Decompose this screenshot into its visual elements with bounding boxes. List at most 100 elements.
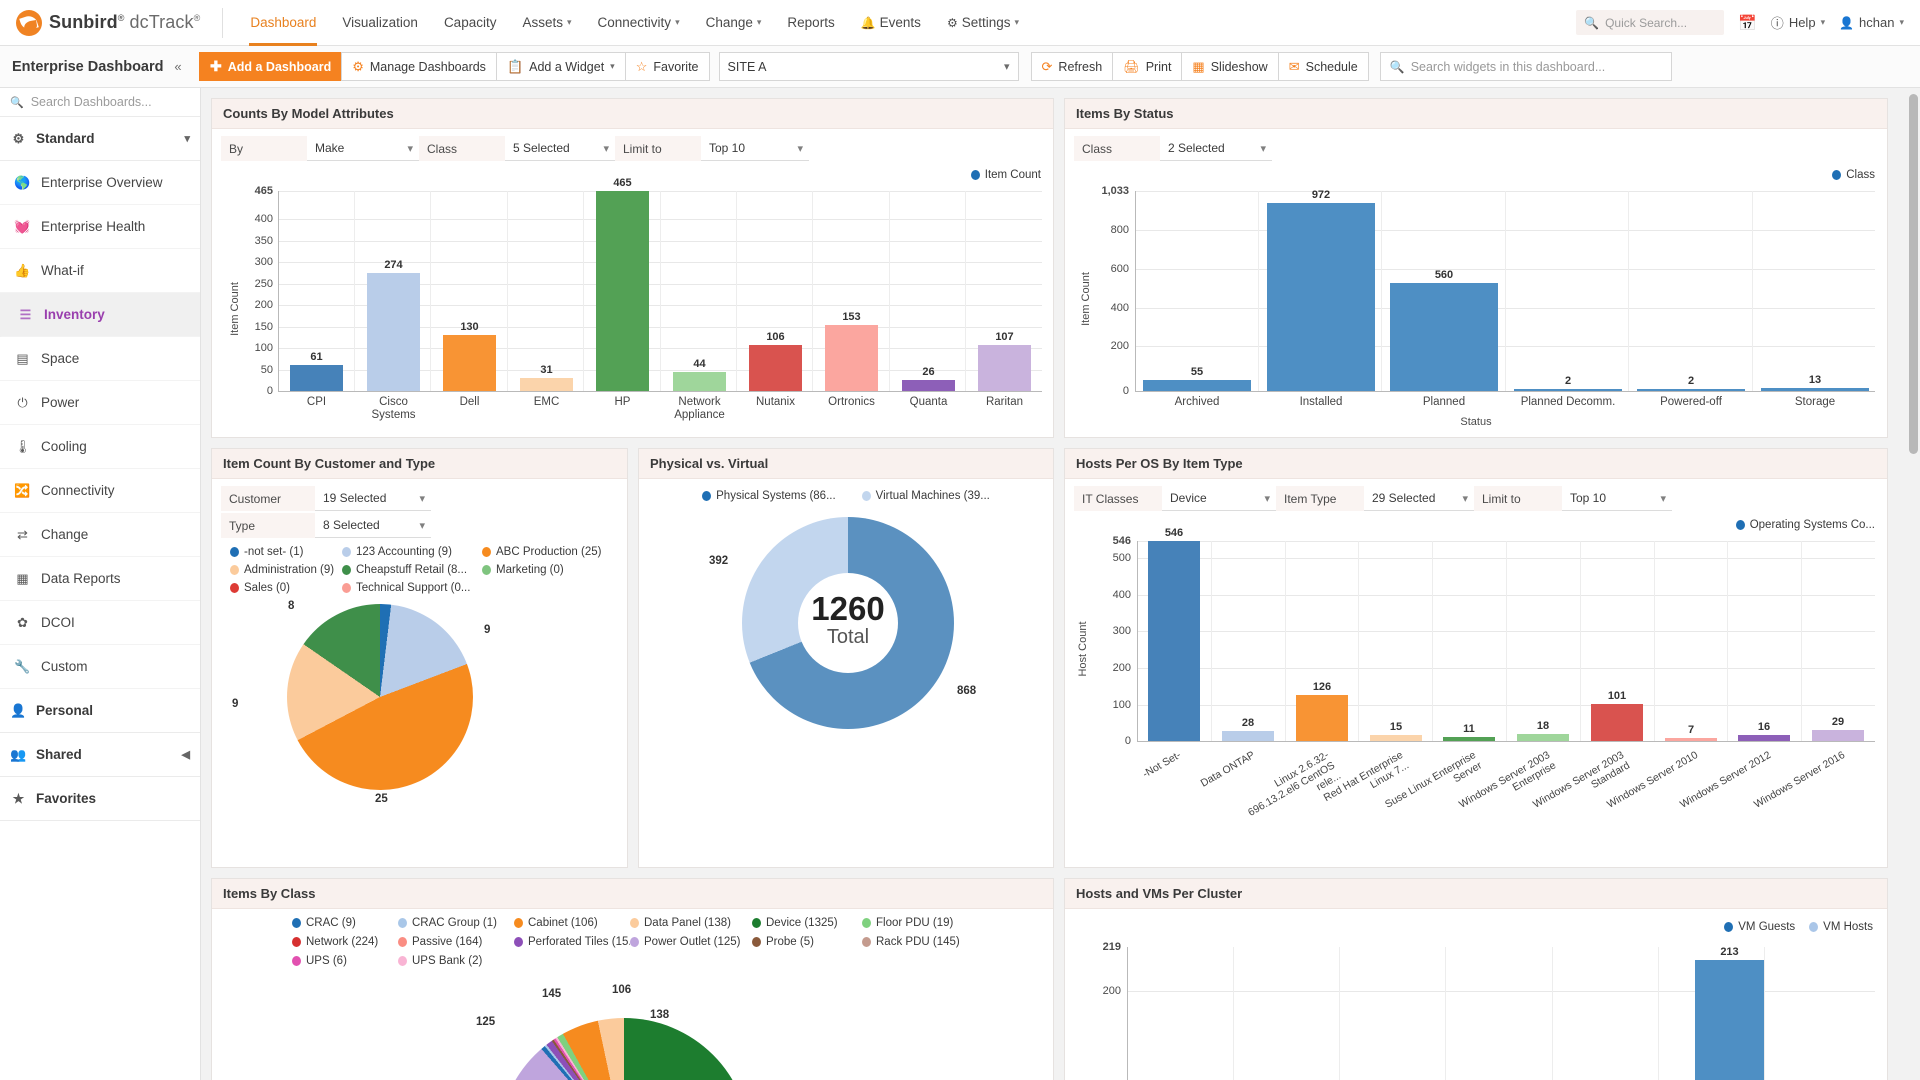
filter-type-select[interactable]: 8 Selected ▾ xyxy=(315,513,431,538)
filter-it-classes-select[interactable]: Device ▾ xyxy=(1162,486,1276,511)
bar-suse-linux[interactable] xyxy=(1443,737,1495,741)
sidebar-item-power[interactable]: ⏻ Power xyxy=(0,381,200,425)
legend-item-perforated-tiles[interactable]: Perforated Tiles (15... xyxy=(514,936,630,948)
bar-quanta[interactable] xyxy=(902,380,955,391)
legend-item-operating-systems[interactable]: Operating Systems Co... xyxy=(1735,519,1875,531)
bar-dell[interactable] xyxy=(443,335,496,391)
sidebar-item-space[interactable]: ▤ Space xyxy=(0,337,200,381)
bar-installed[interactable] xyxy=(1267,203,1375,391)
collapse-sidebar-button[interactable]: « xyxy=(174,59,182,74)
sidebar-item-inventory[interactable]: ☰ Inventory xyxy=(0,293,200,337)
sidebar-group-standard[interactable]: ⚙ Standard ▾ xyxy=(0,117,200,161)
pie-chart[interactable] xyxy=(498,1018,750,1080)
legend-item-floor-pdu[interactable]: Floor PDU (19) xyxy=(862,917,972,929)
legend-item-device[interactable]: Device (1325) xyxy=(752,917,862,929)
pie-chart[interactable] xyxy=(287,604,473,790)
nav-connectivity[interactable]: Connectivity ▾ xyxy=(585,0,693,46)
legend-item-data-panel[interactable]: Data Panel (138) xyxy=(630,917,752,929)
legend-item-vm-guests[interactable]: VM Guests xyxy=(1724,921,1795,933)
bar-ortronics[interactable] xyxy=(825,325,878,391)
legend-item-marketing[interactable]: Marketing (0) xyxy=(482,564,622,576)
app-logo[interactable]: Sunbird® dcTrack® xyxy=(0,9,222,36)
bar-archived[interactable] xyxy=(1143,380,1251,391)
calendar-button[interactable]: 📅 xyxy=(1738,14,1757,32)
legend-item-power-outlet[interactable]: Power Outlet (125) xyxy=(630,936,752,948)
bar-win2010[interactable] xyxy=(1665,738,1717,741)
filter-customer-select[interactable]: 19 Selected ▾ xyxy=(315,486,431,511)
sidebar-group-favorites[interactable]: ★ Favorites xyxy=(0,777,200,821)
nav-visualization[interactable]: Visualization xyxy=(329,0,431,46)
bar-emc[interactable] xyxy=(520,378,573,391)
filter-limit-select[interactable]: Top 10 ▾ xyxy=(701,136,809,161)
sidebar-item-dcoi[interactable]: ✿ DCOI xyxy=(0,601,200,645)
help-menu[interactable]: ⓘ Help ▾ xyxy=(1771,13,1825,32)
slideshow-button[interactable]: ▦ Slideshow xyxy=(1181,52,1279,81)
legend-item-ups-bank[interactable]: UPS Bank (2) xyxy=(398,955,514,967)
sidebar-item-connectivity[interactable]: 🔀 Connectivity xyxy=(0,469,200,513)
sidebar-group-shared[interactable]: 👥 Shared ◀ xyxy=(0,733,200,777)
bar-planned[interactable] xyxy=(1390,283,1498,391)
bar-not-set[interactable] xyxy=(1148,541,1200,741)
nav-settings[interactable]: ⚙ Settings ▾ xyxy=(934,0,1032,46)
manage-dashboards-button[interactable]: ⚙ Manage Dashboards xyxy=(341,52,497,81)
add-widget-button[interactable]: 📋 Add a Widget ▾ xyxy=(495,52,626,81)
user-menu[interactable]: 👤 hchan ▾ xyxy=(1839,15,1904,30)
nav-events[interactable]: 🔔 Events xyxy=(848,0,934,46)
sidebar-item-enterprise-health[interactable]: 💓 Enterprise Health xyxy=(0,205,200,249)
sidebar-item-cooling[interactable]: 🌡 Cooling xyxy=(0,425,200,469)
legend-item-rack-pdu[interactable]: Rack PDU (145) xyxy=(862,936,972,948)
legend-item-network[interactable]: Network (224) xyxy=(292,936,398,948)
bar-network-appliance[interactable] xyxy=(673,372,726,391)
bar-vm-guests[interactable] xyxy=(1695,960,1764,1080)
bar-win2012[interactable] xyxy=(1738,735,1790,741)
legend-item-passive[interactable]: Passive (164) xyxy=(398,936,514,948)
bar-win2003-standard[interactable] xyxy=(1591,704,1643,741)
nav-capacity[interactable]: Capacity xyxy=(431,0,510,46)
refresh-button[interactable]: ⟳ Refresh xyxy=(1030,52,1114,81)
legend-item-crac[interactable]: CRAC (9) xyxy=(292,917,398,929)
bar-raritan[interactable] xyxy=(978,345,1031,391)
sidebar-item-enterprise-overview[interactable]: 🌎 Enterprise Overview xyxy=(0,161,200,205)
nav-dashboard[interactable]: Dashboard xyxy=(237,0,329,46)
bar-cisco-systems[interactable] xyxy=(367,273,420,391)
bar-planned-decomm[interactable] xyxy=(1514,389,1622,391)
site-select[interactable]: SITE A ▾ xyxy=(718,52,1019,81)
bar-win2016[interactable] xyxy=(1812,730,1864,741)
bar-nutanix[interactable] xyxy=(749,345,802,391)
bar-powered-off[interactable] xyxy=(1637,389,1745,391)
filter-item-type-select[interactable]: 29 Selected ▾ xyxy=(1364,486,1474,511)
sidebar-item-custom[interactable]: 🔧 Custom xyxy=(0,645,200,689)
legend-item-item-count[interactable]: Item Count xyxy=(970,169,1041,181)
legend-item-not-set[interactable]: -not set- (1) xyxy=(230,546,342,558)
bar-cpi[interactable] xyxy=(290,365,343,391)
bar-hp[interactable] xyxy=(596,191,649,391)
legend-item-vm-hosts[interactable]: VM Hosts xyxy=(1809,921,1873,933)
legend-item-physical-systems[interactable]: Physical Systems (86... xyxy=(702,490,836,502)
legend-item-probe[interactable]: Probe (5) xyxy=(752,936,862,948)
sidebar-item-what-if[interactable]: 👍 What-if xyxy=(0,249,200,293)
legend-item-cabinet[interactable]: Cabinet (106) xyxy=(514,917,630,929)
dashboard-scrollbar-track[interactable] xyxy=(1909,92,1918,1076)
legend-item-cheapstuff-retail[interactable]: Cheapstuff Retail (8... xyxy=(342,564,482,576)
nav-reports[interactable]: Reports xyxy=(774,0,847,46)
filter-limit-select[interactable]: Top 10 ▾ xyxy=(1562,486,1672,511)
bar-red-hat[interactable] xyxy=(1370,735,1422,741)
add-dashboard-button[interactable]: ✚ Add a Dashboard xyxy=(199,52,343,81)
sidebar-group-personal[interactable]: 👤 Personal xyxy=(0,689,200,733)
sidebar-search-input[interactable]: 🔍 Search Dashboards... xyxy=(0,88,200,117)
filter-class-select[interactable]: 5 Selected ▾ xyxy=(505,136,615,161)
legend-item-class[interactable]: Class xyxy=(1832,169,1875,181)
bar-linux-centos[interactable] xyxy=(1296,695,1348,741)
bar-win2003-enterprise[interactable] xyxy=(1517,734,1569,741)
legend-item-virtual-machines[interactable]: Virtual Machines (39... xyxy=(861,490,990,502)
sidebar-item-data-reports[interactable]: ▦ Data Reports xyxy=(0,557,200,601)
quick-search-input[interactable]: 🔍 Quick Search... xyxy=(1576,10,1725,35)
legend-item-administration[interactable]: Administration (9) xyxy=(230,564,342,576)
schedule-button[interactable]: ✉ Schedule xyxy=(1277,52,1369,81)
nav-change[interactable]: Change ▾ xyxy=(693,0,775,46)
print-button[interactable]: 🖨 Print xyxy=(1112,52,1183,81)
favorite-button[interactable]: ☆ Favorite xyxy=(624,52,710,81)
legend-item-crac-group[interactable]: CRAC Group (1) xyxy=(398,917,514,929)
bar-storage[interactable] xyxy=(1761,388,1869,391)
legend-item-ups[interactable]: UPS (6) xyxy=(292,955,398,967)
